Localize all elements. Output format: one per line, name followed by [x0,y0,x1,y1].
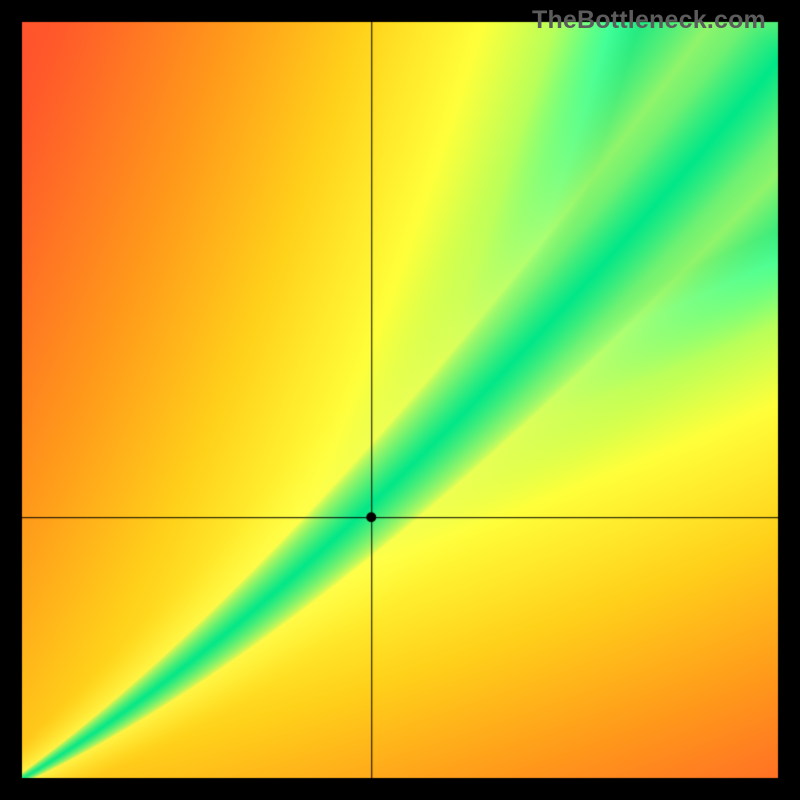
bottleneck-heatmap [0,0,800,800]
watermark-label: TheBottleneck.com [532,6,766,35]
chart-container: TheBottleneck.com [0,0,800,800]
